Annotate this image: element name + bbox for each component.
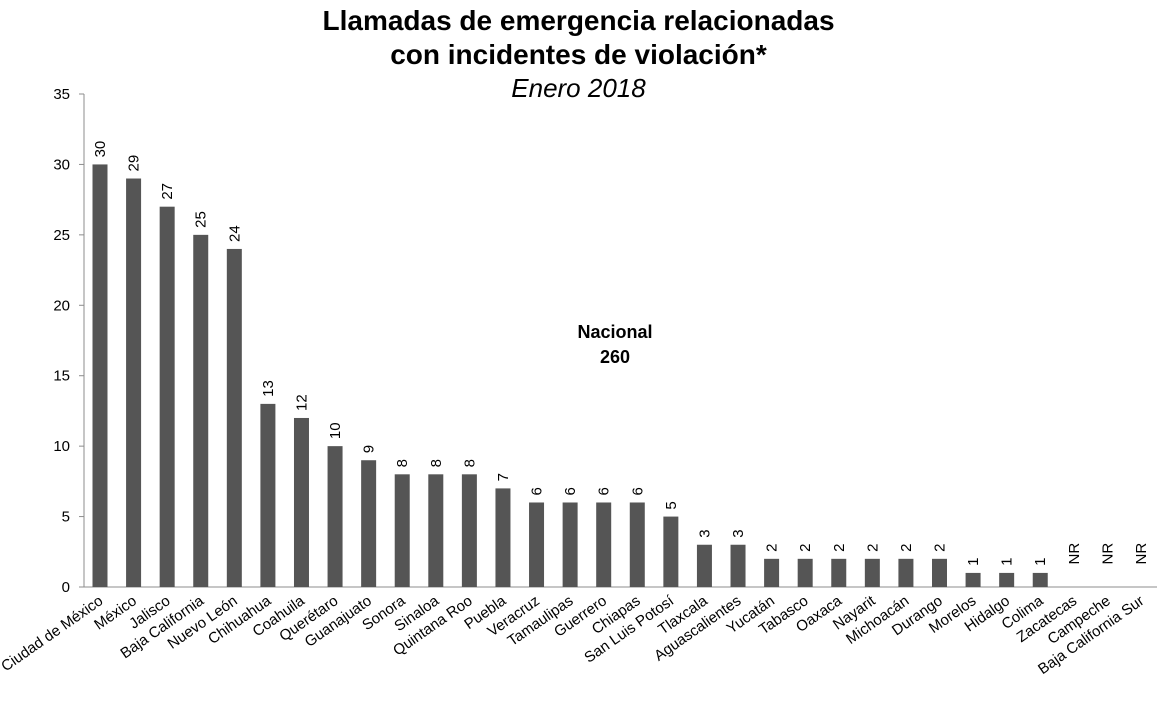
bar (394, 474, 410, 587)
bar-value-label: NR (1099, 543, 1116, 565)
chart-subtitle: Enero 2018 (511, 73, 646, 103)
bar (562, 502, 578, 587)
bar (461, 474, 477, 587)
national-total-label: Nacional (577, 322, 652, 342)
bar (260, 403, 276, 587)
bar (999, 572, 1015, 587)
bar-value-label: NR (1133, 543, 1150, 565)
bar-value-label: 2 (864, 543, 881, 551)
bar-value-label: 3 (696, 529, 713, 537)
bar-value-label: 12 (293, 394, 310, 411)
category-label: Ciudad de México (0, 592, 106, 675)
bar (193, 234, 209, 587)
bar (92, 164, 108, 587)
bar-value-label: 3 (730, 529, 747, 537)
bar-value-label: 8 (461, 459, 478, 467)
bar (898, 558, 914, 587)
bar (831, 558, 847, 587)
bar-value-label: 30 (92, 141, 109, 158)
chart-bars (92, 164, 1048, 587)
bar (226, 248, 242, 587)
bar (730, 544, 746, 587)
bar (764, 558, 780, 587)
y-tick-label: 0 (62, 579, 70, 596)
y-tick-label: 20 (53, 297, 70, 314)
chart-title-line-2: con incidentes de violación* (390, 39, 767, 70)
bar (159, 206, 175, 587)
bar-value-label: NR (1066, 543, 1083, 565)
bar-value-label: 6 (596, 487, 613, 495)
chart-title-block: Llamadas de emergencia relacionadas con … (0, 4, 1157, 104)
y-tick-label: 35 (53, 86, 70, 103)
bar (428, 474, 444, 587)
national-total-value: 260 (600, 347, 630, 367)
bar-value-label: 6 (529, 487, 546, 495)
y-tick-label: 30 (53, 156, 70, 173)
bar (1032, 572, 1048, 587)
y-tick-label: 5 (62, 509, 70, 526)
bar (596, 502, 612, 587)
bar-value-label: 2 (932, 543, 949, 551)
chart-title-line-1: Llamadas de emergencia relacionadas (322, 5, 835, 36)
bar-value-label: 25 (193, 211, 210, 228)
y-tick-label: 15 (53, 368, 70, 385)
bar-value-label: 2 (898, 543, 915, 551)
bar (361, 460, 377, 587)
bar-value-label: 1 (999, 558, 1016, 566)
bar-value-label: 5 (663, 501, 680, 509)
bar (126, 178, 142, 587)
bar (932, 558, 947, 587)
bar-value-label: 1 (1032, 558, 1049, 566)
bar-value-label: 13 (260, 380, 277, 397)
bar (663, 516, 679, 587)
bar (529, 502, 545, 587)
bar-value-label: 6 (562, 487, 579, 495)
bar-value-label: 27 (159, 183, 176, 200)
y-tick-label: 25 (53, 227, 70, 244)
bar-value-label: 9 (361, 445, 378, 453)
bar-value-label: 8 (394, 459, 411, 467)
bar (327, 446, 343, 587)
bar-value-label: 10 (327, 422, 344, 439)
bar (797, 558, 813, 587)
bar-value-label: 24 (226, 225, 243, 242)
bar-value-label: 2 (797, 543, 814, 551)
bar (965, 572, 981, 587)
bar (293, 417, 309, 587)
bar-value-label: 2 (764, 543, 781, 551)
bar (629, 502, 645, 587)
y-tick-label: 10 (53, 438, 70, 455)
bar-value-label: 2 (831, 543, 848, 551)
bar-value-label: 6 (629, 487, 646, 495)
bar-value-label: 29 (126, 155, 143, 172)
bar-value-label: 1 (965, 558, 982, 566)
bar (495, 488, 511, 587)
bar (696, 544, 712, 587)
bar-value-label: 8 (428, 459, 445, 467)
bar-value-label: 7 (495, 473, 512, 481)
bar (864, 558, 880, 587)
